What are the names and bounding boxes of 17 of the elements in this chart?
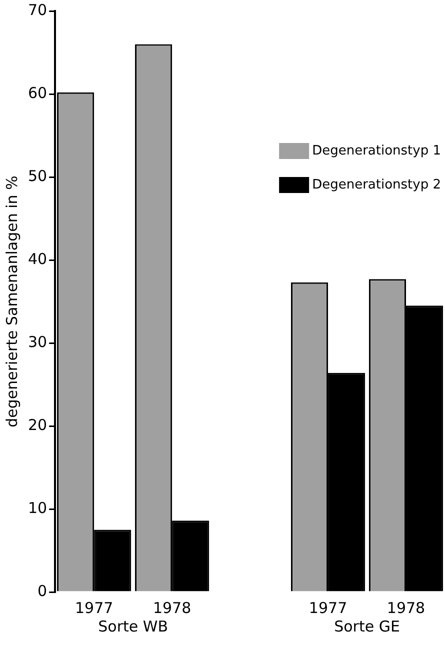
legend-label: Degenerationstyp 2	[312, 177, 442, 192]
text: Sorte GE	[334, 617, 400, 636]
y-tick-label: 60	[28, 84, 48, 102]
y-tick-label: 0	[38, 582, 48, 600]
x-tick-label: 1978	[386, 598, 426, 617]
x-tick-label: 1977	[308, 598, 348, 617]
y-tick-label: 50	[28, 166, 48, 185]
y-tick-label: 40	[28, 250, 48, 268]
y-tick-label: 30	[28, 332, 48, 351]
text: Sorte WB	[98, 617, 168, 636]
x-tick-label: 1978	[152, 598, 192, 617]
legend-label: Degenerationstyp 1	[312, 143, 442, 158]
y-axis-title: degenerierte Samenanlagen in %	[2, 176, 21, 428]
x-tick-label: 1977	[74, 598, 114, 617]
y-tick-label: 20	[28, 416, 48, 434]
y-tick-label: 70	[28, 0, 48, 19]
y-tick-label: 10	[28, 498, 48, 517]
